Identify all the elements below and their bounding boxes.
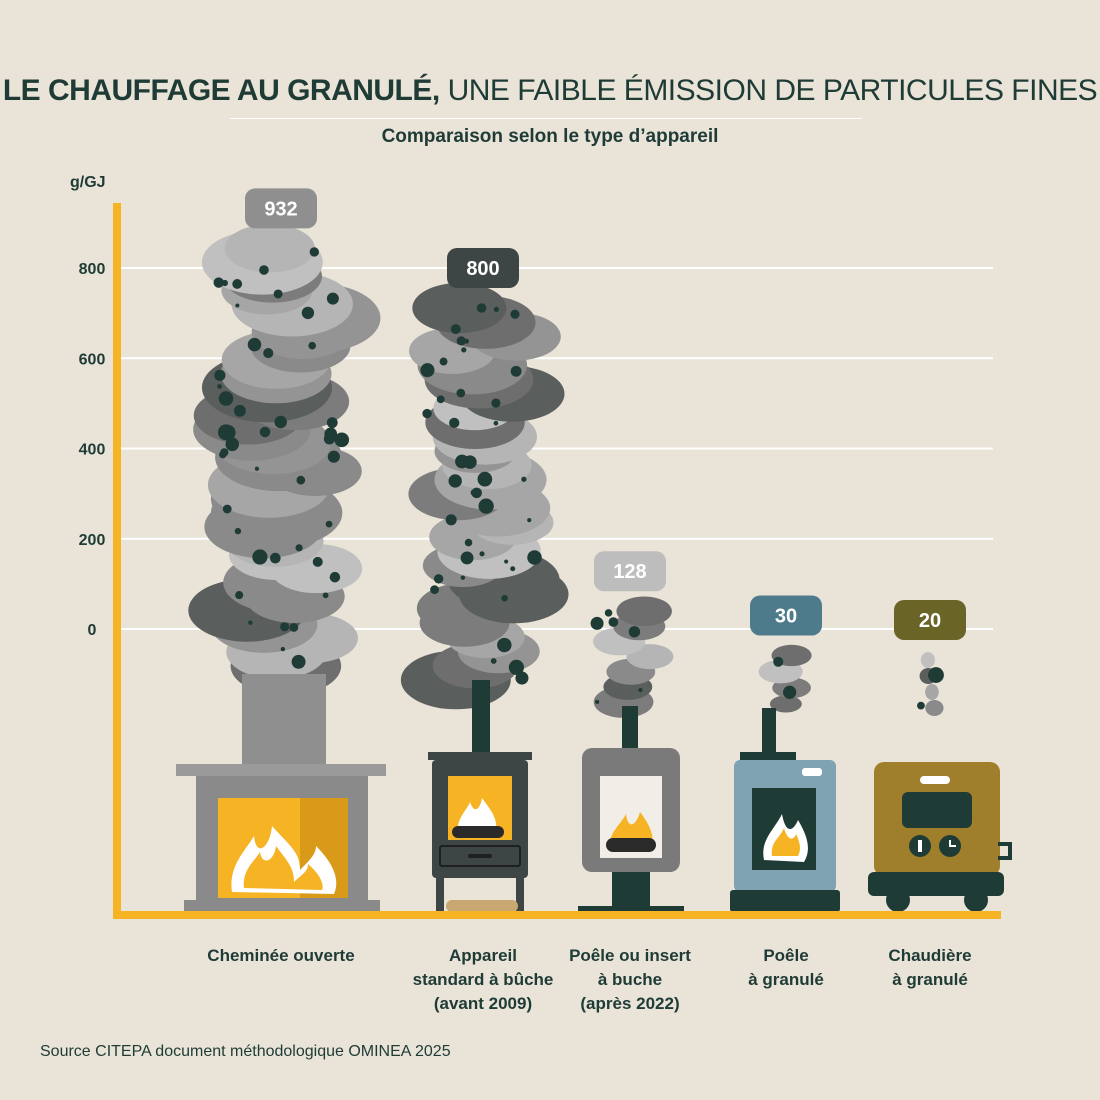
old-wood-stove-illustration	[428, 680, 532, 912]
pellet-boiler-illustration	[868, 762, 1012, 912]
value-badge: 800	[447, 248, 519, 288]
smoke-cloud	[917, 651, 944, 716]
smoke-cloud	[590, 596, 674, 718]
smoke-cloud	[188, 224, 381, 696]
value-badge: 30	[750, 595, 822, 636]
chart-title-rest: UNE FAIBLE ÉMISSION DE PARTICULES FINES	[447, 74, 1098, 107]
smoke-cloud	[758, 644, 812, 713]
value-label: 30	[775, 605, 797, 627]
value-label: 20	[919, 610, 941, 632]
value-badges: 932 800 128 30 20	[245, 188, 966, 640]
category-label: Chaudière à granulé	[888, 946, 972, 989]
y-tick-label: 600	[79, 351, 106, 368]
y-axis-label: g/GJ	[70, 174, 106, 191]
value-label: 932	[264, 198, 297, 220]
x-axis-line	[113, 911, 1001, 919]
pellet-stove-illustration	[730, 708, 840, 912]
axes	[113, 203, 1001, 919]
smoke-clouds	[188, 224, 944, 718]
chart-title: LE CHAUFFAGE AU GRANULÉ, UNE FAIBLE ÉMIS…	[0, 74, 1100, 108]
y-tick-label: 0	[88, 622, 97, 639]
fireplace-illustration	[176, 674, 386, 912]
value-label: 128	[613, 561, 646, 583]
value-label: 800	[466, 258, 499, 280]
value-badge: 932	[245, 188, 317, 229]
chart-subtitle: Comparaison selon le type d’appareil	[381, 126, 719, 147]
source-note: Source CITEPA document méthodologique OM…	[40, 1043, 451, 1060]
value-badge: 128	[594, 551, 666, 592]
smoke-cloud	[400, 282, 569, 710]
category-label: Poêle à granulé	[748, 946, 824, 989]
category-label: Cheminée ouverte	[207, 946, 355, 965]
y-tick-label: 800	[79, 261, 106, 278]
y-tick-label: 200	[79, 532, 106, 549]
y-tick-label: 400	[79, 442, 106, 459]
value-badge: 20	[894, 599, 966, 640]
category-label: Appareil standard à bûche (avant 2009)	[412, 946, 554, 1013]
chart-title-bold: LE CHAUFFAGE AU GRANULÉ,	[2, 74, 440, 107]
title-divider	[230, 118, 862, 119]
y-axis-line	[113, 203, 121, 919]
category-label: Poêle ou insert à buche (après 2022)	[569, 946, 691, 1013]
y-axis-ticks: 800 600 400 200 0	[79, 261, 106, 639]
modern-wood-stove-illustration	[578, 706, 684, 912]
